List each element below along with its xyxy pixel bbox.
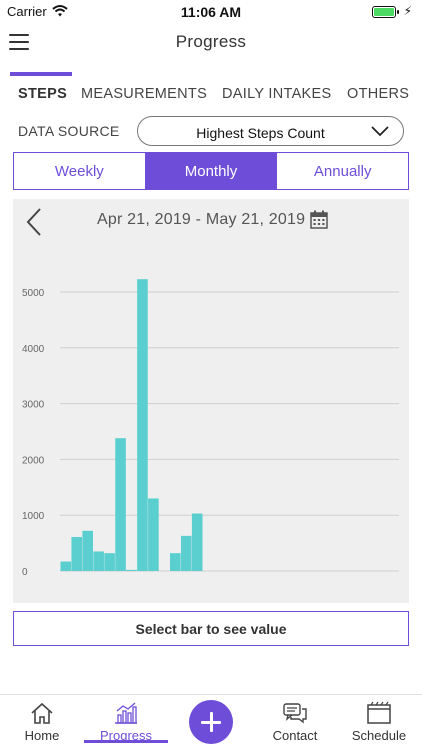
chart-bar[interactable] <box>104 553 115 571</box>
bar-chart-icon <box>115 702 137 724</box>
data-source-label: DATA SOURCE <box>18 123 120 139</box>
chart-panel: 0 1000 2000 3000 4000 5000 Apr 21, 2019 - May… <box>13 199 409 603</box>
period-monthly-button[interactable]: Monthly <box>144 153 277 189</box>
battery-icon <box>372 6 399 18</box>
tab-daily-intakes[interactable]: DAILY INTAKES <box>222 86 332 102</box>
period-weekly-button[interactable]: Weekly <box>54 162 104 180</box>
chart-bar[interactable] <box>180 535 192 571</box>
wifi-icon <box>52 5 68 17</box>
nav-home-label: Home <box>24 728 60 743</box>
home-icon <box>31 702 53 724</box>
status-time: 11:06 AM <box>180 4 242 20</box>
y-tick-label: 3000 <box>22 400 45 411</box>
data-source-value: Highest Steps Count <box>196 125 325 141</box>
carrier-label: Carrier <box>7 4 47 19</box>
period-segmented-control: Weekly Monthly Annually <box>13 152 409 190</box>
category-tabs: STEPS MEASUREMENTS DAILY INTAKES OTHERS <box>0 86 422 108</box>
steps-bar-chart: 0 1000 2000 3000 4000 5000 <box>22 279 399 578</box>
y-tick-label: 5000 <box>22 288 45 299</box>
chart-bar[interactable] <box>191 513 203 571</box>
tab-measurements[interactable]: MEASUREMENTS <box>81 86 208 102</box>
nav-contact-label: Contact <box>272 728 318 743</box>
y-tick-label: 1000 <box>22 511 45 522</box>
nav-schedule[interactable]: Schedule <box>339 701 419 743</box>
chart-bar[interactable] <box>93 551 104 571</box>
nav-bar: Progress <box>0 24 422 64</box>
nav-home[interactable]: Home <box>2 701 82 743</box>
add-button[interactable] <box>189 700 233 744</box>
date-range-label: Apr 21, 2019 - May 21, 2019 <box>97 211 306 228</box>
nav-progress[interactable]: Progress <box>86 701 166 743</box>
calendar-board-icon <box>367 701 391 724</box>
status-bar: Carrier 11:06 AM ⚡ <box>0 0 422 24</box>
page-title: Progress <box>175 32 247 51</box>
nav-progress-label: Progress <box>99 728 153 743</box>
tab-active-indicator <box>10 72 72 76</box>
y-tick-label: 2000 <box>22 455 45 466</box>
nav-contact[interactable]: Contact <box>255 701 335 743</box>
data-source-dropdown[interactable]: Highest Steps Count <box>137 116 404 146</box>
tab-others[interactable]: OTHERS <box>347 86 410 102</box>
y-tick-label: 0 <box>22 567 28 578</box>
chart-bar[interactable] <box>126 569 137 571</box>
chat-bubbles-icon <box>283 703 307 724</box>
chart-bar[interactable] <box>170 553 181 571</box>
chart-bar[interactable] <box>148 498 159 571</box>
hamburger-menu-icon[interactable] <box>9 34 29 50</box>
previous-period-icon[interactable] <box>25 207 43 237</box>
charging-icon: ⚡ <box>403 4 412 18</box>
selected-value-box: Select bar to see value <box>13 611 409 646</box>
tab-steps[interactable]: STEPS <box>18 86 68 102</box>
period-annually-button[interactable]: Annually <box>276 153 408 189</box>
y-tick-label: 4000 <box>22 344 45 355</box>
chart-bar[interactable] <box>115 438 126 571</box>
calendar-icon[interactable] <box>310 210 328 229</box>
chevron-down-icon <box>371 126 389 137</box>
chart-bar[interactable] <box>60 561 72 571</box>
nav-schedule-label: Schedule <box>351 728 407 743</box>
chart-bar[interactable] <box>137 279 148 571</box>
chart-bar[interactable] <box>71 536 83 571</box>
nav-active-underline <box>84 740 168 743</box>
chart-bar[interactable] <box>82 530 93 571</box>
